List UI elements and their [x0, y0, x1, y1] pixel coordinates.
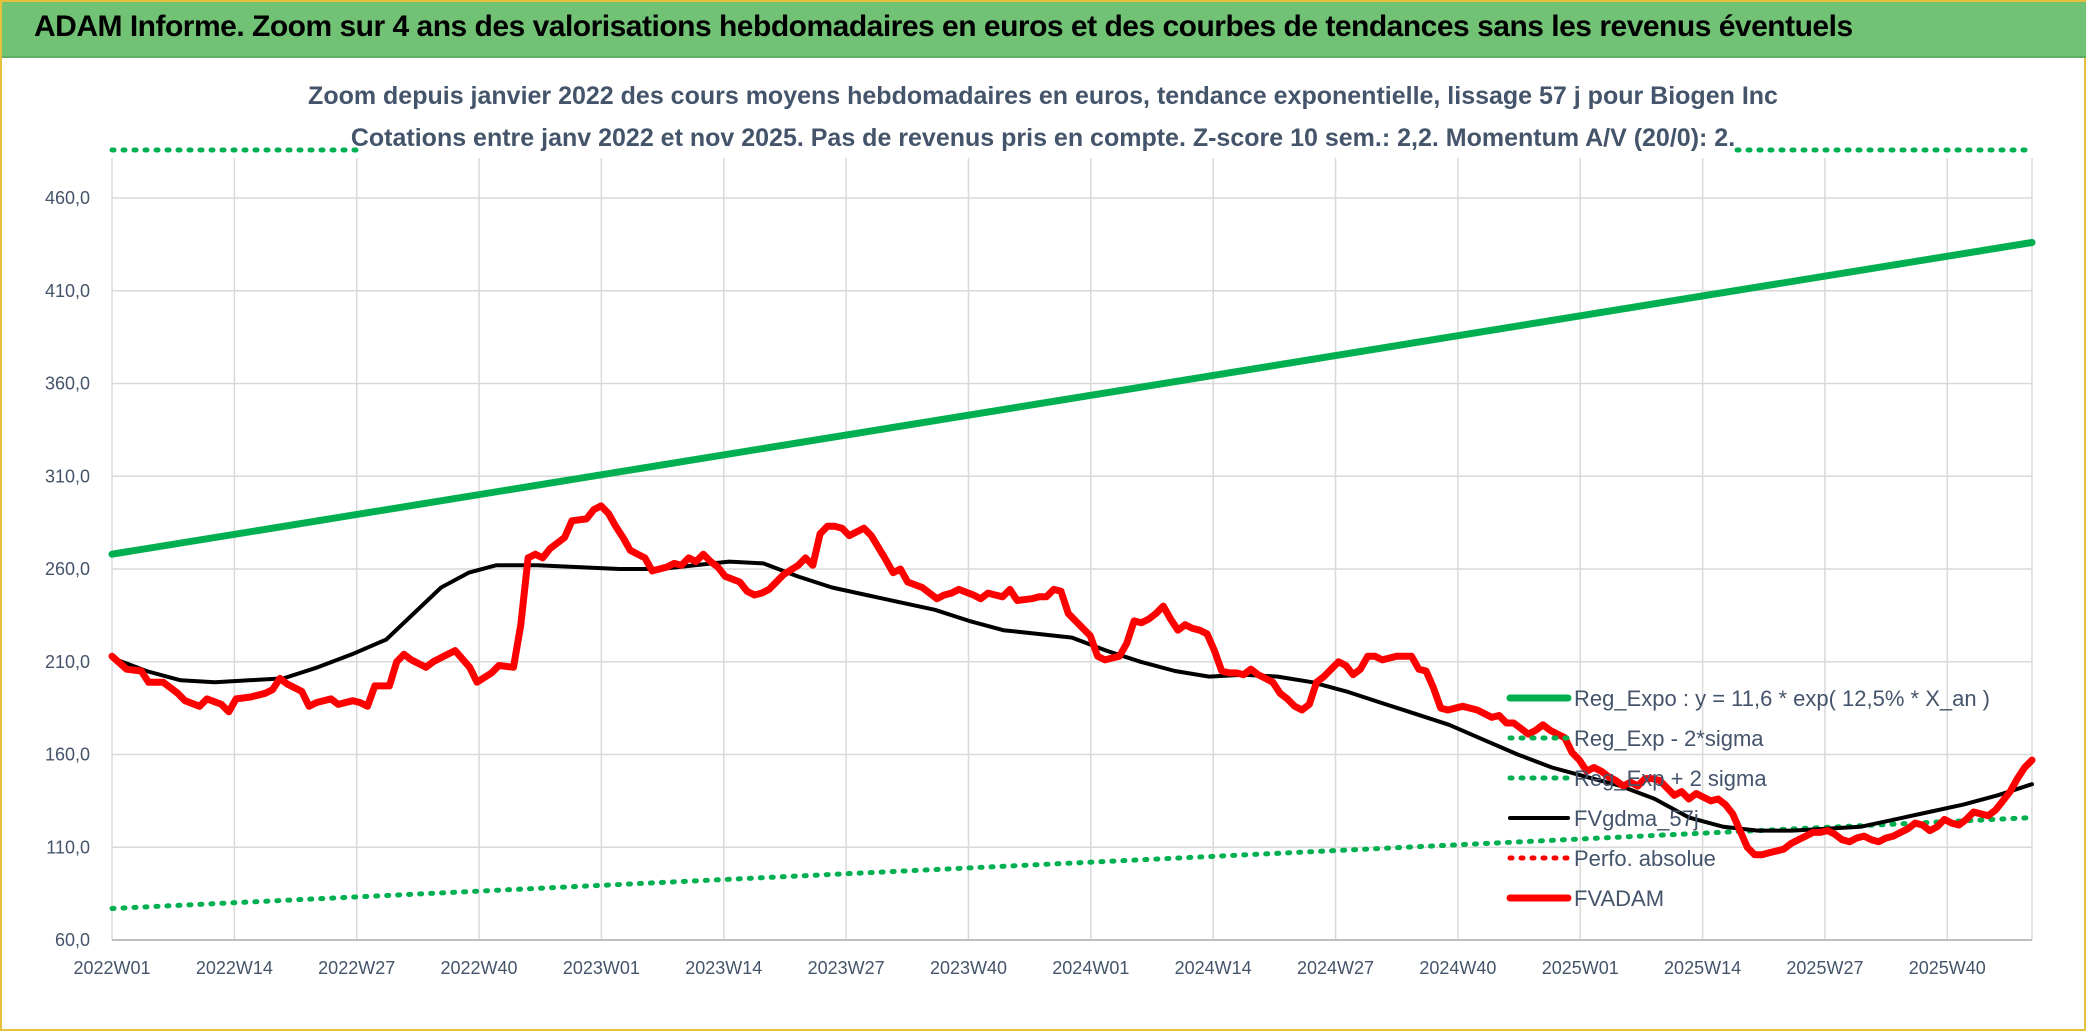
legend-label-fvgdma: FVgdma_57j — [1574, 806, 1699, 831]
x-tick-label: 2025W27 — [1786, 958, 1863, 978]
chart-subtitle: Cotations entre janv 2022 et nov 2025. P… — [351, 124, 1735, 152]
series-line-reg-expo — [108, 239, 2036, 558]
y-tick-label: 160,0 — [45, 745, 90, 765]
series-group — [108, 147, 2036, 911]
x-tick-label: 2025W40 — [1909, 958, 1986, 978]
chart-legend: Reg_Expo : y = 11,6 * exp( 12,5% * X_an … — [1506, 686, 1990, 911]
y-tick-label: 60,0 — [55, 930, 90, 950]
x-tick-label: 2025W01 — [1542, 958, 1619, 978]
y-tick-label: 110,0 — [46, 837, 90, 857]
y-tick-label: 360,0 — [45, 374, 90, 394]
legend-label-fvadam: FVADAM — [1574, 886, 1664, 911]
x-tick-label: 2023W27 — [808, 958, 885, 978]
y-tick-label: 310,0 — [45, 466, 90, 486]
y-tick-label: 260,0 — [45, 559, 90, 579]
x-tick-label: 2022W14 — [196, 958, 273, 978]
x-tick-label: 2024W40 — [1419, 958, 1496, 978]
x-tick-label: 2023W01 — [563, 958, 640, 978]
x-tick-label: 2022W01 — [73, 958, 150, 978]
x-tick-label: 2023W14 — [685, 958, 762, 978]
x-tick-label: 2025W14 — [1664, 958, 1741, 978]
chart-title: Zoom depuis janvier 2022 des cours moyen… — [308, 82, 1778, 110]
x-tick-label: 2022W27 — [318, 958, 395, 978]
line-chart: 60,0 110,0 160,0 210,0 260,0 310,0 360,0 410,0 4… — [45, 82, 2036, 978]
legend-label-perfo-absolue: Perfo. absolue — [1574, 846, 1716, 871]
y-tick-label: 210,0 — [45, 652, 90, 672]
y-tick-label: 410,0 — [45, 281, 90, 301]
legend-label-reg-exp-plus-2-sigma: Reg_Exp + 2 sigma — [1574, 766, 1767, 791]
x-tick-label: 2024W01 — [1052, 958, 1129, 978]
axes: 60,0 110,0 160,0 210,0 260,0 310,0 360,0 410,0 4… — [45, 188, 2032, 978]
x-tick-label: 2024W27 — [1297, 958, 1374, 978]
banner-title: ADAM Informe. Zoom sur 4 ans des valoris… — [34, 10, 1853, 43]
series-line-fvgdma — [110, 559, 2034, 833]
legend-label-reg-expo: Reg_Expo : y = 11,6 * exp( 12,5% * X_an … — [1574, 686, 1990, 711]
y-tick-label: 460,0 — [45, 188, 90, 208]
series-line-reg-exp-minus-2-sigma — [109, 815, 2035, 911]
grid-lines — [111, 158, 2033, 941]
x-tick-label: 2024W14 — [1175, 958, 1252, 978]
report-banner: ADAM Informe. Zoom sur 4 ans des valoris… — [2, 2, 2086, 58]
legend-label-reg-exp-minus-2-sigma: Reg_Exp - 2*sigma — [1574, 726, 1764, 751]
x-tick-label: 2022W40 — [441, 958, 518, 978]
x-tick-label: 2023W40 — [930, 958, 1007, 978]
series-line-fvadam — [108, 502, 2036, 859]
